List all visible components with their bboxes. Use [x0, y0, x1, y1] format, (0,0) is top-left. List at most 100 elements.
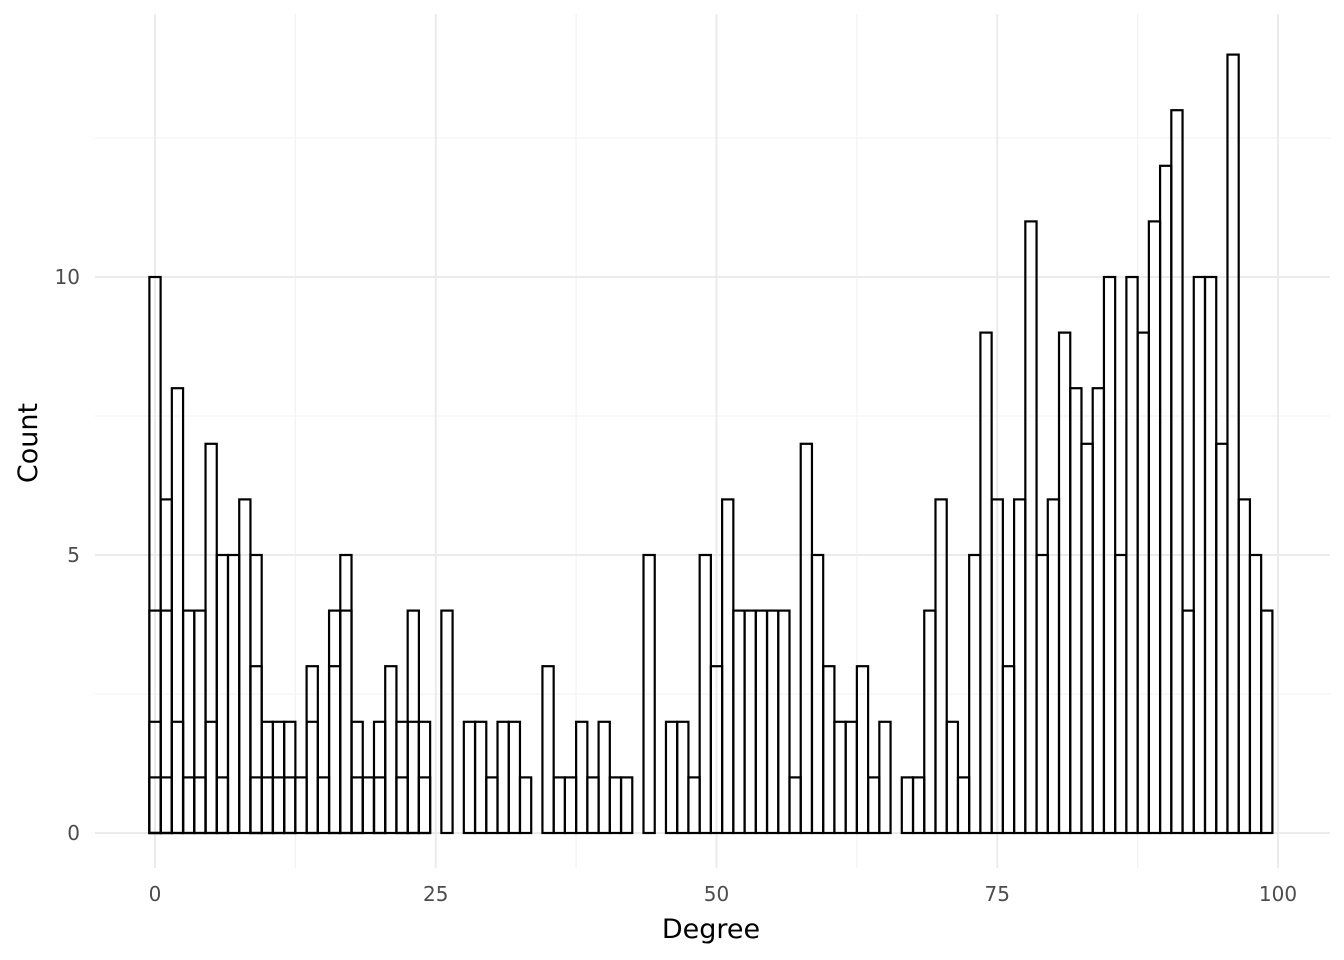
histogram-bar [215, 776, 230, 835]
histogram-bar [552, 776, 566, 835]
histogram-bar [485, 776, 499, 835]
histogram-bar [518, 776, 533, 835]
histogram-bar [597, 720, 611, 835]
histogram-bar [327, 609, 342, 835]
histogram-bar [844, 720, 858, 835]
histogram-bar [204, 720, 218, 835]
histogram-bar [754, 609, 769, 835]
histogram-bar [1091, 387, 1106, 835]
histogram-bar [799, 442, 814, 835]
histogram-bar [1147, 220, 1162, 835]
histogram-bar [395, 776, 409, 835]
histogram-bar [956, 776, 971, 835]
x-tick-label: 0 [149, 882, 162, 906]
histogram-bar [619, 776, 634, 835]
histogram-bar [496, 720, 510, 835]
histogram-bar [1069, 387, 1083, 835]
histogram-bar [979, 331, 993, 835]
histogram-bar [788, 776, 802, 835]
histogram-bars [148, 53, 1274, 835]
histogram-bar [934, 498, 948, 835]
histogram-bar [732, 609, 746, 835]
histogram-bar [1080, 442, 1094, 835]
histogram-bar [1170, 109, 1184, 835]
histogram-bar [204, 442, 218, 835]
histogram-bar [170, 720, 185, 835]
histogram-bar [384, 665, 398, 835]
histogram-bar [1226, 53, 1240, 835]
histogram-bar [676, 720, 690, 835]
histogram-bar [687, 776, 701, 835]
histogram-bar [822, 665, 836, 835]
y-tick-label: 5 [67, 543, 80, 567]
histogram-bar [1057, 331, 1072, 835]
histogram-bar [316, 776, 331, 835]
histogram-bar [1024, 220, 1038, 835]
histogram-bar [361, 776, 376, 835]
histogram-bar [1260, 609, 1274, 835]
histogram-bar [327, 665, 342, 835]
histogram-bar [1181, 609, 1195, 835]
y-axis-title: Count [13, 403, 44, 483]
histogram-bar [462, 720, 477, 835]
x-axis-title: Degree [662, 914, 760, 945]
histogram-bar [159, 609, 173, 835]
histogram-bar [159, 776, 173, 835]
histogram-bar [608, 776, 623, 835]
histogram-bar [833, 720, 847, 835]
histogram-bar [372, 776, 387, 835]
histogram-bar [1136, 331, 1150, 835]
x-tick-label: 75 [985, 882, 1010, 906]
histogram-bar [249, 776, 263, 835]
histogram-bar [339, 609, 353, 835]
y-axis-tick-labels: 0 5 10 [55, 265, 80, 845]
histogram-bar [417, 776, 432, 835]
histogram-bar [923, 609, 937, 835]
histogram-bar [1012, 498, 1027, 835]
histogram-bar [440, 609, 454, 835]
histogram-bar [1215, 442, 1229, 835]
histogram-bar [350, 776, 364, 835]
histogram-bar [181, 609, 196, 835]
histogram-bar [563, 776, 578, 835]
histogram-bar [193, 776, 207, 835]
histogram-bar [159, 498, 173, 835]
histogram-bar [1001, 665, 1016, 835]
histogram-bar [260, 776, 275, 835]
histogram-bar [541, 665, 555, 835]
histogram-bar [193, 609, 207, 835]
histogram-bar [1046, 498, 1061, 835]
histogram-bar [575, 720, 589, 835]
histogram-bar [294, 776, 308, 835]
y-tick-label: 10 [55, 265, 80, 289]
x-tick-label: 100 [1259, 882, 1297, 906]
histogram-bar [642, 553, 656, 835]
x-tick-label: 50 [704, 882, 729, 906]
y-tick-label: 0 [67, 821, 80, 845]
histogram-bar [664, 720, 679, 835]
histogram-bar [170, 387, 185, 835]
histogram-bar [507, 720, 522, 835]
histogram-bar [249, 665, 263, 835]
histogram-bar [271, 776, 286, 835]
histogram-bar [1237, 498, 1252, 835]
histogram-bar [900, 776, 915, 835]
histogram-bar [743, 609, 757, 835]
histogram-bar [283, 776, 297, 835]
histogram-bar [765, 609, 780, 835]
grid-lines [95, 14, 1330, 868]
histogram-bar [181, 776, 196, 835]
x-axis-tick-labels: 0 25 50 75 100 [149, 882, 1297, 906]
histogram-bar [1158, 164, 1173, 835]
histogram-bar [878, 720, 892, 835]
histogram-bar [305, 720, 319, 835]
x-tick-label: 25 [423, 882, 448, 906]
histogram-bar [406, 720, 421, 835]
histogram-bar [867, 776, 881, 835]
histogram-bar [238, 498, 252, 835]
histogram-bar [911, 776, 926, 835]
histogram-bar [777, 609, 791, 835]
histogram-bar [305, 665, 319, 835]
histogram-bar [945, 720, 960, 835]
